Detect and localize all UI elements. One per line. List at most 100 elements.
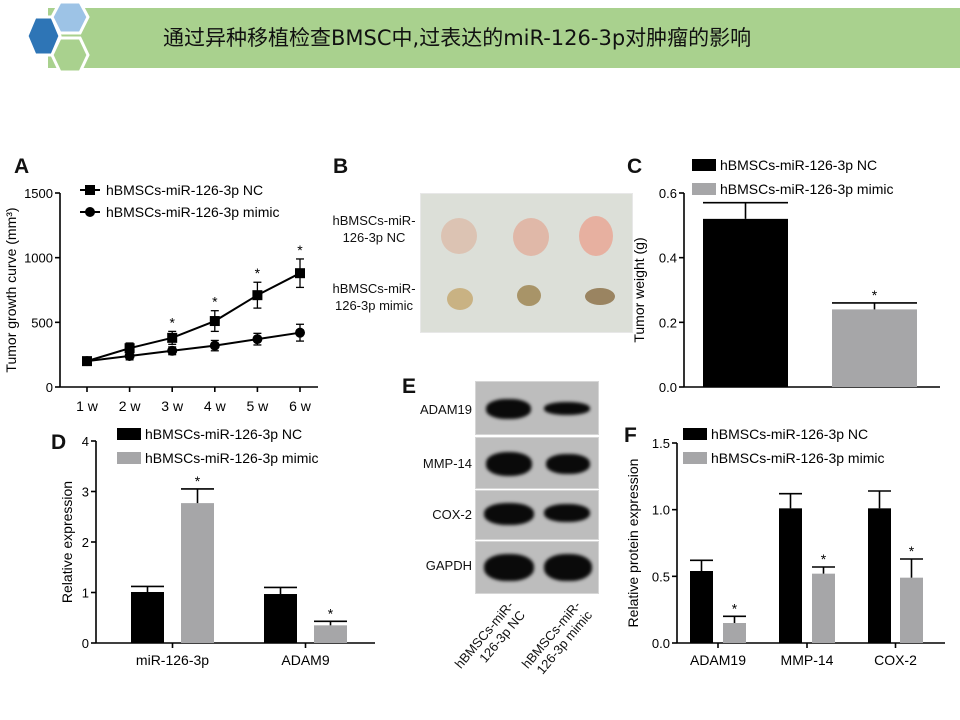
bar <box>131 591 164 643</box>
legend-swatch <box>683 452 707 464</box>
bar <box>314 625 347 643</box>
x-tick-label: miR-126-3p <box>136 652 209 668</box>
data-point-circle <box>82 356 92 367</box>
blot-mmp14 <box>475 437 599 489</box>
y-tick-label: 0.4 <box>659 251 677 266</box>
significance-star: * <box>195 473 201 489</box>
legend-label: hBMSCs-miR-126-3p mimic <box>720 181 893 197</box>
photo-row-label-mimic: hBMSCs-miR- 126-3p mimic <box>332 281 416 313</box>
y-tick-label: 0.0 <box>652 636 670 651</box>
x-tick-label: 5 w <box>247 398 270 414</box>
band <box>544 554 592 581</box>
bar <box>703 218 788 387</box>
bar <box>690 571 713 643</box>
blot-label-cox2: COX-2 <box>432 507 472 522</box>
x-tick-label: COX-2 <box>874 652 917 668</box>
bar <box>264 594 297 643</box>
series-line <box>86 272 301 363</box>
y-tick-label: 1500 <box>24 186 53 201</box>
x-tick-label: 6 w <box>289 398 312 414</box>
y-tick-label: 500 <box>31 315 53 330</box>
y-tick-label: 1 <box>82 586 89 601</box>
blot-label-mmp14: MMP-14 <box>422 456 472 471</box>
panel-label-a: A <box>14 155 30 178</box>
data-point-square <box>252 290 263 301</box>
y-tick-label: 0.0 <box>659 380 677 395</box>
y-tick-label: 0.6 <box>659 186 677 201</box>
band <box>484 503 534 525</box>
legend-label: hBMSCs-miR-126-3p mimic <box>106 204 279 220</box>
blot-gapdh <box>475 541 599 594</box>
legend-label: hBMSCs-miR-126-3p mimic <box>145 450 318 466</box>
bar <box>723 623 746 643</box>
y-tick-label: 0 <box>46 380 53 395</box>
y-axis-label: Relative expression <box>59 481 75 603</box>
significance-star: * <box>255 265 261 281</box>
tumor-mimic-3 <box>585 288 615 305</box>
tumor-nc-1 <box>441 218 477 254</box>
x-tick-label: 1 w <box>76 398 99 414</box>
legend-swatch <box>117 452 141 464</box>
band <box>546 454 590 474</box>
data-point-square <box>209 316 220 327</box>
panel-label-f: F <box>624 424 637 447</box>
tumor-nc-2 <box>513 218 549 256</box>
bar <box>900 577 923 643</box>
tumor-mimic-1 <box>447 288 473 310</box>
x-tick-label: 3 w <box>161 398 184 414</box>
legend-swatch <box>692 183 716 195</box>
legend-label: hBMSCs-miR-126-3p NC <box>711 426 868 442</box>
legend-swatch <box>683 428 707 440</box>
y-tick-label: 3 <box>82 485 89 500</box>
y-tick-label: 0 <box>82 636 89 651</box>
x-tick-label: ADAM9 <box>281 652 329 668</box>
data-point-circle <box>209 340 220 351</box>
blot-label-gapdh: GAPDH <box>425 558 472 573</box>
blot-cox2 <box>475 490 599 540</box>
blot-label-adam19: ADAM19 <box>419 402 472 417</box>
photo-row-label-nc: hBMSCs-miR- 126-3p NC <box>332 213 416 245</box>
data-point-circle <box>167 345 178 356</box>
panel-label-b: B <box>333 155 349 178</box>
significance-star: * <box>169 314 175 330</box>
x-tick-label: MMP-14 <box>781 652 834 668</box>
y-axis-label: Tumor growth curve (mm³) <box>3 207 19 372</box>
significance-star: * <box>821 551 827 567</box>
significance-star: * <box>872 287 878 303</box>
legend-marker-square <box>85 185 95 195</box>
legend-label: hBMSCs-miR-126-3p NC <box>720 157 877 173</box>
bar <box>868 508 891 643</box>
y-tick-label: 1.0 <box>652 503 670 518</box>
y-tick-label: 1.5 <box>652 436 670 451</box>
blot-adam19 <box>475 381 599 435</box>
data-point-square <box>167 332 178 343</box>
data-point-circle <box>124 350 135 361</box>
band <box>544 402 590 415</box>
x-tick-label: ADAM19 <box>690 652 746 668</box>
y-axis-label: Relative protein expression <box>625 459 641 628</box>
hexagon-logo-icon <box>25 0 90 72</box>
bar <box>181 503 214 643</box>
series-line <box>86 331 301 363</box>
y-tick-label: 2 <box>82 535 89 550</box>
x-tick-label: 2 w <box>119 398 142 414</box>
band <box>486 452 532 476</box>
band <box>486 399 531 419</box>
y-tick-label: 1000 <box>24 251 53 266</box>
legend-swatch <box>117 428 141 440</box>
significance-star: * <box>732 600 738 616</box>
y-axis-label: Tumor weight (g) <box>631 237 647 342</box>
legend-label: hBMSCs-miR-126-3p NC <box>145 426 302 442</box>
data-point-square <box>295 268 305 279</box>
band <box>544 504 590 522</box>
data-point-square <box>124 343 135 354</box>
panel-label-d: D <box>51 431 67 454</box>
bar <box>832 309 917 387</box>
panel-label-e: E <box>402 375 417 398</box>
title-banner <box>48 8 960 68</box>
panel-label-c: C <box>627 155 643 178</box>
y-tick-label: 0.5 <box>652 569 670 584</box>
significance-star: * <box>328 605 334 621</box>
data-point-circle <box>295 327 305 338</box>
